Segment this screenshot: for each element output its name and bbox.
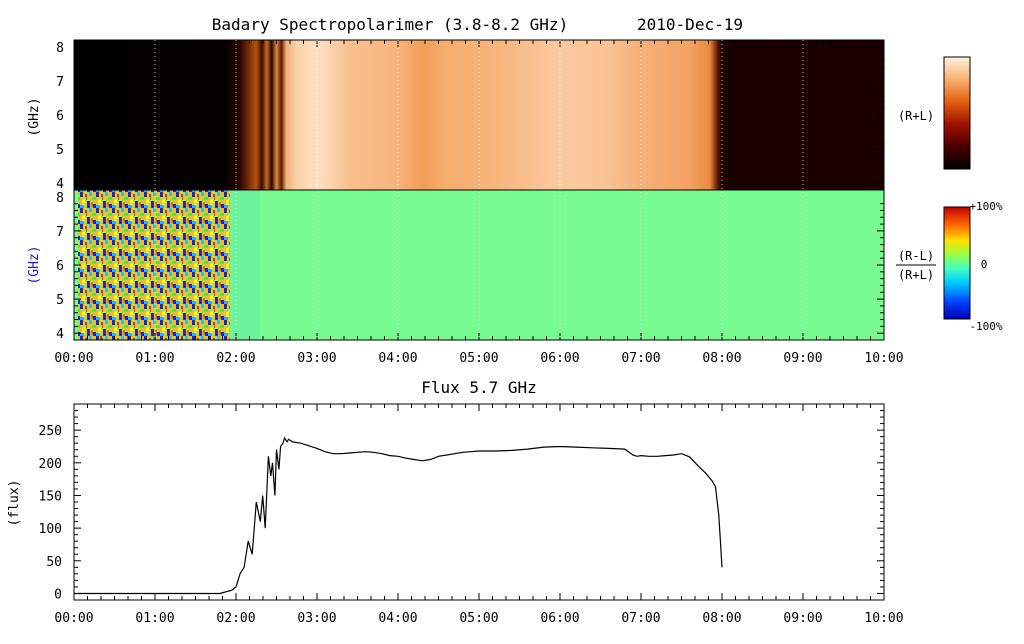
flux-x-tick-label: 01:00 <box>135 611 174 626</box>
flux-y-tick-label: 100 <box>39 522 62 537</box>
polarization-colorbar <box>943 206 971 320</box>
intensity-panel: 4 5 6 7 8 (GHz) (R+L) <box>27 39 971 192</box>
polarization-side-label-bottom: (R+L) <box>898 268 934 282</box>
time-tick-label: 04:00 <box>378 351 417 366</box>
polarization-ylabel: (GHz) <box>27 245 42 284</box>
flux-y-tick-label: 250 <box>39 424 62 439</box>
flux-y-ticks: 0 50 100 150 200 250 <box>39 410 884 602</box>
freq-tick-label: 4 <box>56 327 64 342</box>
colorbar-label-max: +100% <box>969 200 1002 213</box>
polarization-transition <box>230 190 260 340</box>
flux-y-tick-label: 150 <box>39 489 62 504</box>
flux-y-tick-label: 0 <box>54 587 62 602</box>
flux-x-tick-label: 04:00 <box>378 611 417 626</box>
freq-tick-label: 4 <box>56 177 64 192</box>
figure-title: Badary Spectropolarimer (3.8-8.2 GHz) <box>212 15 568 34</box>
flux-x-tick-label: 07:00 <box>621 611 660 626</box>
flux-x-tick-label: 02:00 <box>216 611 255 626</box>
freq-tick-label: 8 <box>56 41 64 56</box>
polarization-panel: 4 5 6 7 8 (GHz) (R-L) (R+L) +100% 0 -100% <box>27 189 1003 342</box>
freq-tick-label: 7 <box>56 75 64 90</box>
flux-title: Flux 5.7 GHz <box>421 378 537 397</box>
flux-x-tick-label: 06:00 <box>540 611 579 626</box>
time-tick-label: 08:00 <box>702 351 741 366</box>
polarization-side-label-top: (R-L) <box>898 249 934 263</box>
figure-date: 2010-Dec-19 <box>637 15 743 34</box>
flux-ylabel: (flux) <box>7 480 22 527</box>
colorbar-label-zero: 0 <box>981 258 988 271</box>
flux-x-tick-label: 08:00 <box>702 611 741 626</box>
spectrogram-x-ticks: 00:00 01:00 02:00 03:00 04:00 05:00 06:00 07:00… <box>54 40 904 366</box>
flux-x-tick-label: 09:00 <box>783 611 822 626</box>
colorbar-label-min: -100% <box>969 320 1002 333</box>
intensity-colorbar <box>943 56 971 170</box>
polarization-noise-region <box>78 190 230 340</box>
flux-series-line <box>74 436 723 595</box>
freq-tick-label: 7 <box>56 225 64 240</box>
flux-frame <box>73 403 885 601</box>
flux-x-tick-label: 10:00 <box>864 611 903 626</box>
intensity-ylabel: (GHz) <box>27 97 42 136</box>
flux-x-tick-label: 03:00 <box>297 611 336 626</box>
time-tick-label: 06:00 <box>540 351 579 366</box>
time-tick-label: 00:00 <box>54 351 93 366</box>
time-tick-label: 01:00 <box>135 351 174 366</box>
flux-x-tick-label: 00:00 <box>54 611 93 626</box>
time-tick-label: 09:00 <box>783 351 822 366</box>
freq-tick-label: 6 <box>56 259 64 274</box>
time-tick-label: 10:00 <box>864 351 903 366</box>
intensity-spectrogram <box>74 40 884 190</box>
intensity-side-label: (R+L) <box>898 109 934 123</box>
time-tick-label: 02:00 <box>216 351 255 366</box>
time-tick-label: 03:00 <box>297 351 336 366</box>
flux-x-tick-label: 05:00 <box>459 611 498 626</box>
intensity-y-ticks: 4 5 6 7 8 <box>56 41 884 192</box>
freq-tick-label: 8 <box>56 191 64 206</box>
freq-tick-label: 5 <box>56 293 64 308</box>
flux-y-tick-label: 50 <box>46 555 62 570</box>
freq-tick-label: 6 <box>56 109 64 124</box>
freq-tick-label: 5 <box>56 143 64 158</box>
polarization-y-ticks: 4 5 6 7 8 <box>56 191 884 342</box>
time-tick-label: 07:00 <box>621 351 660 366</box>
flux-x-ticks: 00:00 01:00 02:00 03:00 04:00 05:00 06:00 07:00… <box>54 404 904 626</box>
time-tick-label: 05:00 <box>459 351 498 366</box>
flux-y-tick-label: 200 <box>39 457 62 472</box>
